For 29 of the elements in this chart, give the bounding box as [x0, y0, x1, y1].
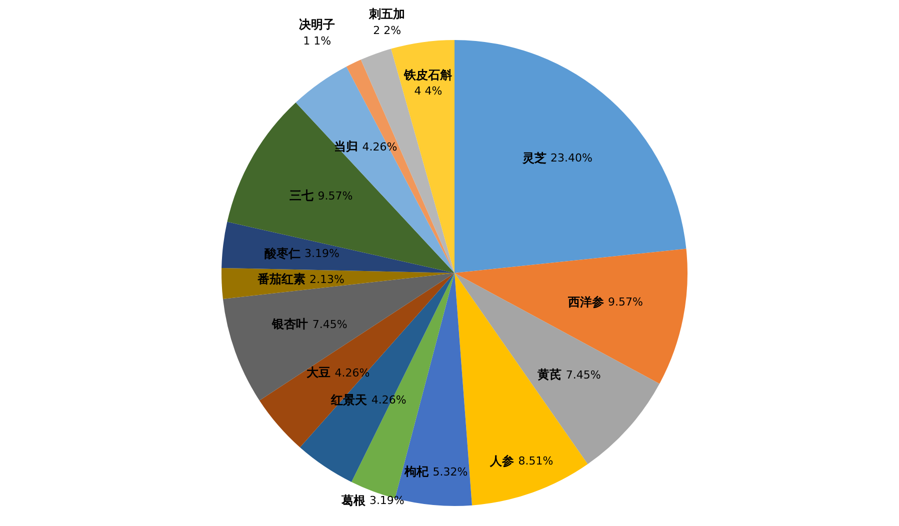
data-label: 4.26% — [371, 394, 406, 407]
data-label: 3.19% — [369, 494, 404, 508]
data-label: 23.40% — [550, 152, 592, 165]
slice-label: 灵芝 — [522, 150, 551, 165]
slice-label: 人参 — [489, 454, 518, 468]
slice-label: 黄芪 — [536, 368, 566, 382]
slice-label: 枸杞 — [404, 464, 433, 479]
data-label: 4 4% — [414, 84, 442, 98]
slice-label: 红景天 — [330, 392, 372, 407]
data-label: 9.57% — [318, 189, 353, 202]
slice-label: 决明子 — [299, 18, 336, 32]
slice-label: 铁皮石斛 — [403, 68, 454, 82]
data-label: 9.57% — [608, 296, 643, 309]
slice-label: 银杏叶 — [271, 317, 312, 332]
slice-label: 葛根 — [340, 493, 370, 508]
slice-label: 番茄红素 — [256, 272, 310, 286]
data-label: 7.45% — [566, 368, 601, 382]
slice-label: 刺五加 — [368, 7, 406, 22]
slice-label: 西洋参 — [566, 295, 608, 309]
slice-label: 大豆 — [306, 366, 335, 380]
slice-label: 三七 — [290, 188, 318, 203]
data-label: 7.45% — [312, 318, 348, 331]
data-label: 3.19% — [304, 247, 340, 260]
data-label: 1 1% — [303, 34, 332, 48]
data-label: 5.32% — [432, 465, 468, 478]
data-label: 2 2% — [373, 24, 402, 37]
slice-label: 酸枣仁 — [264, 246, 304, 260]
data-label: 2.13% — [309, 272, 344, 286]
data-label: 8.51% — [518, 454, 554, 468]
